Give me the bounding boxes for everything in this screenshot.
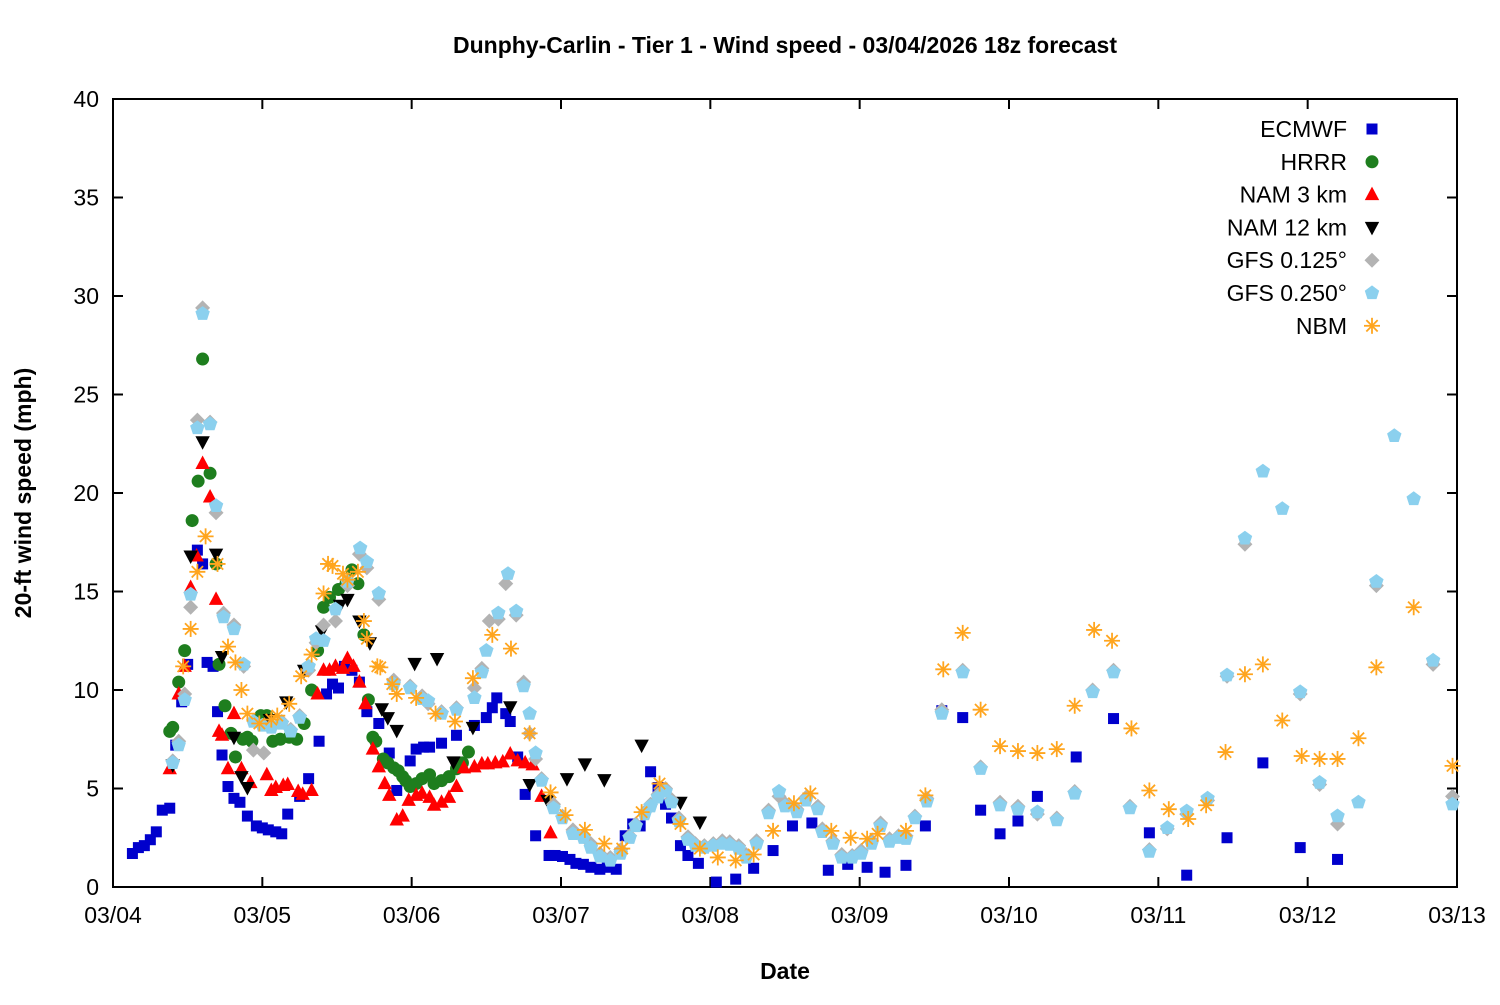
x-tick-label: 03/05	[234, 902, 292, 928]
legend-item-nam3: NAM 3 km	[1240, 182, 1380, 208]
series-ecmwf	[126, 544, 1344, 888]
series-layer	[126, 300, 1461, 888]
legend-marker-nam3-icon	[1364, 186, 1380, 201]
x-tick-label: 03/07	[532, 902, 590, 928]
legend: ECMWF HRRR NAM 3 km NAM 12 km GFS 0.125° GFS …	[1227, 116, 1380, 339]
x-axis-label: Date	[760, 958, 810, 984]
legend-marker-gfs0125-icon	[1364, 252, 1380, 268]
legend-label-gfs0250: GFS 0.250°	[1227, 280, 1347, 306]
x-tick-label: 03/12	[1279, 902, 1337, 928]
legend-marker-hrrr-icon	[1365, 155, 1379, 169]
legend-marker-gfs0250-icon	[1364, 285, 1380, 300]
plot-axes: 03/04 03/05 03/06 03/07 03/08 03/09 03/10 03/11…	[73, 86, 1485, 928]
legend-item-ecmwf: ECMWF	[1260, 116, 1378, 142]
legend-label-nbm: NBM	[1296, 313, 1347, 339]
legend-item-gfs0125: GFS 0.125°	[1227, 247, 1380, 273]
legend-label-gfs0125: GFS 0.125°	[1227, 247, 1347, 273]
y-tick-label: 10	[73, 677, 99, 703]
y-tick-label: 15	[73, 579, 99, 605]
legend-label-nam12: NAM 12 km	[1227, 214, 1347, 240]
y-tick-label: 20	[73, 480, 99, 506]
legend-item-nam12: NAM 12 km	[1227, 214, 1380, 240]
y-tick-label: 30	[73, 283, 99, 309]
x-tick-label: 03/10	[980, 902, 1038, 928]
y-tick-label: 25	[73, 382, 99, 408]
legend-label-nam3: NAM 3 km	[1240, 182, 1347, 208]
legend-label-ecmwf: ECMWF	[1260, 116, 1347, 142]
y-tick-label: 40	[73, 86, 99, 112]
legend-item-gfs0250: GFS 0.250°	[1227, 280, 1380, 306]
legend-label-hrrr: HRRR	[1281, 149, 1347, 175]
x-tick-label: 03/09	[831, 902, 889, 928]
x-tick-label: 03/06	[383, 902, 441, 928]
legend-item-hrrr: HRRR	[1281, 149, 1379, 175]
y-tick-label: 5	[86, 776, 99, 802]
legend-marker-nbm-icon	[1364, 317, 1380, 334]
legend-item-nbm: NBM	[1296, 313, 1380, 339]
chart-title: Dunphy-Carlin - Tier 1 - Wind speed - 03…	[453, 32, 1117, 58]
x-tick-label: 03/13	[1428, 902, 1486, 928]
x-tick-label: 03/11	[1130, 902, 1186, 928]
series-nbm	[175, 528, 1461, 869]
legend-marker-ecmwf-icon	[1366, 123, 1378, 135]
legend-marker-nam12-icon	[1364, 221, 1380, 236]
y-tick-label: 0	[86, 874, 99, 900]
y-axis-label: 20-ft wind speed (mph)	[10, 368, 36, 618]
y-tick-label: 35	[73, 185, 99, 211]
x-tick-label: 03/04	[84, 902, 142, 928]
x-tick-label: 03/08	[682, 902, 740, 928]
